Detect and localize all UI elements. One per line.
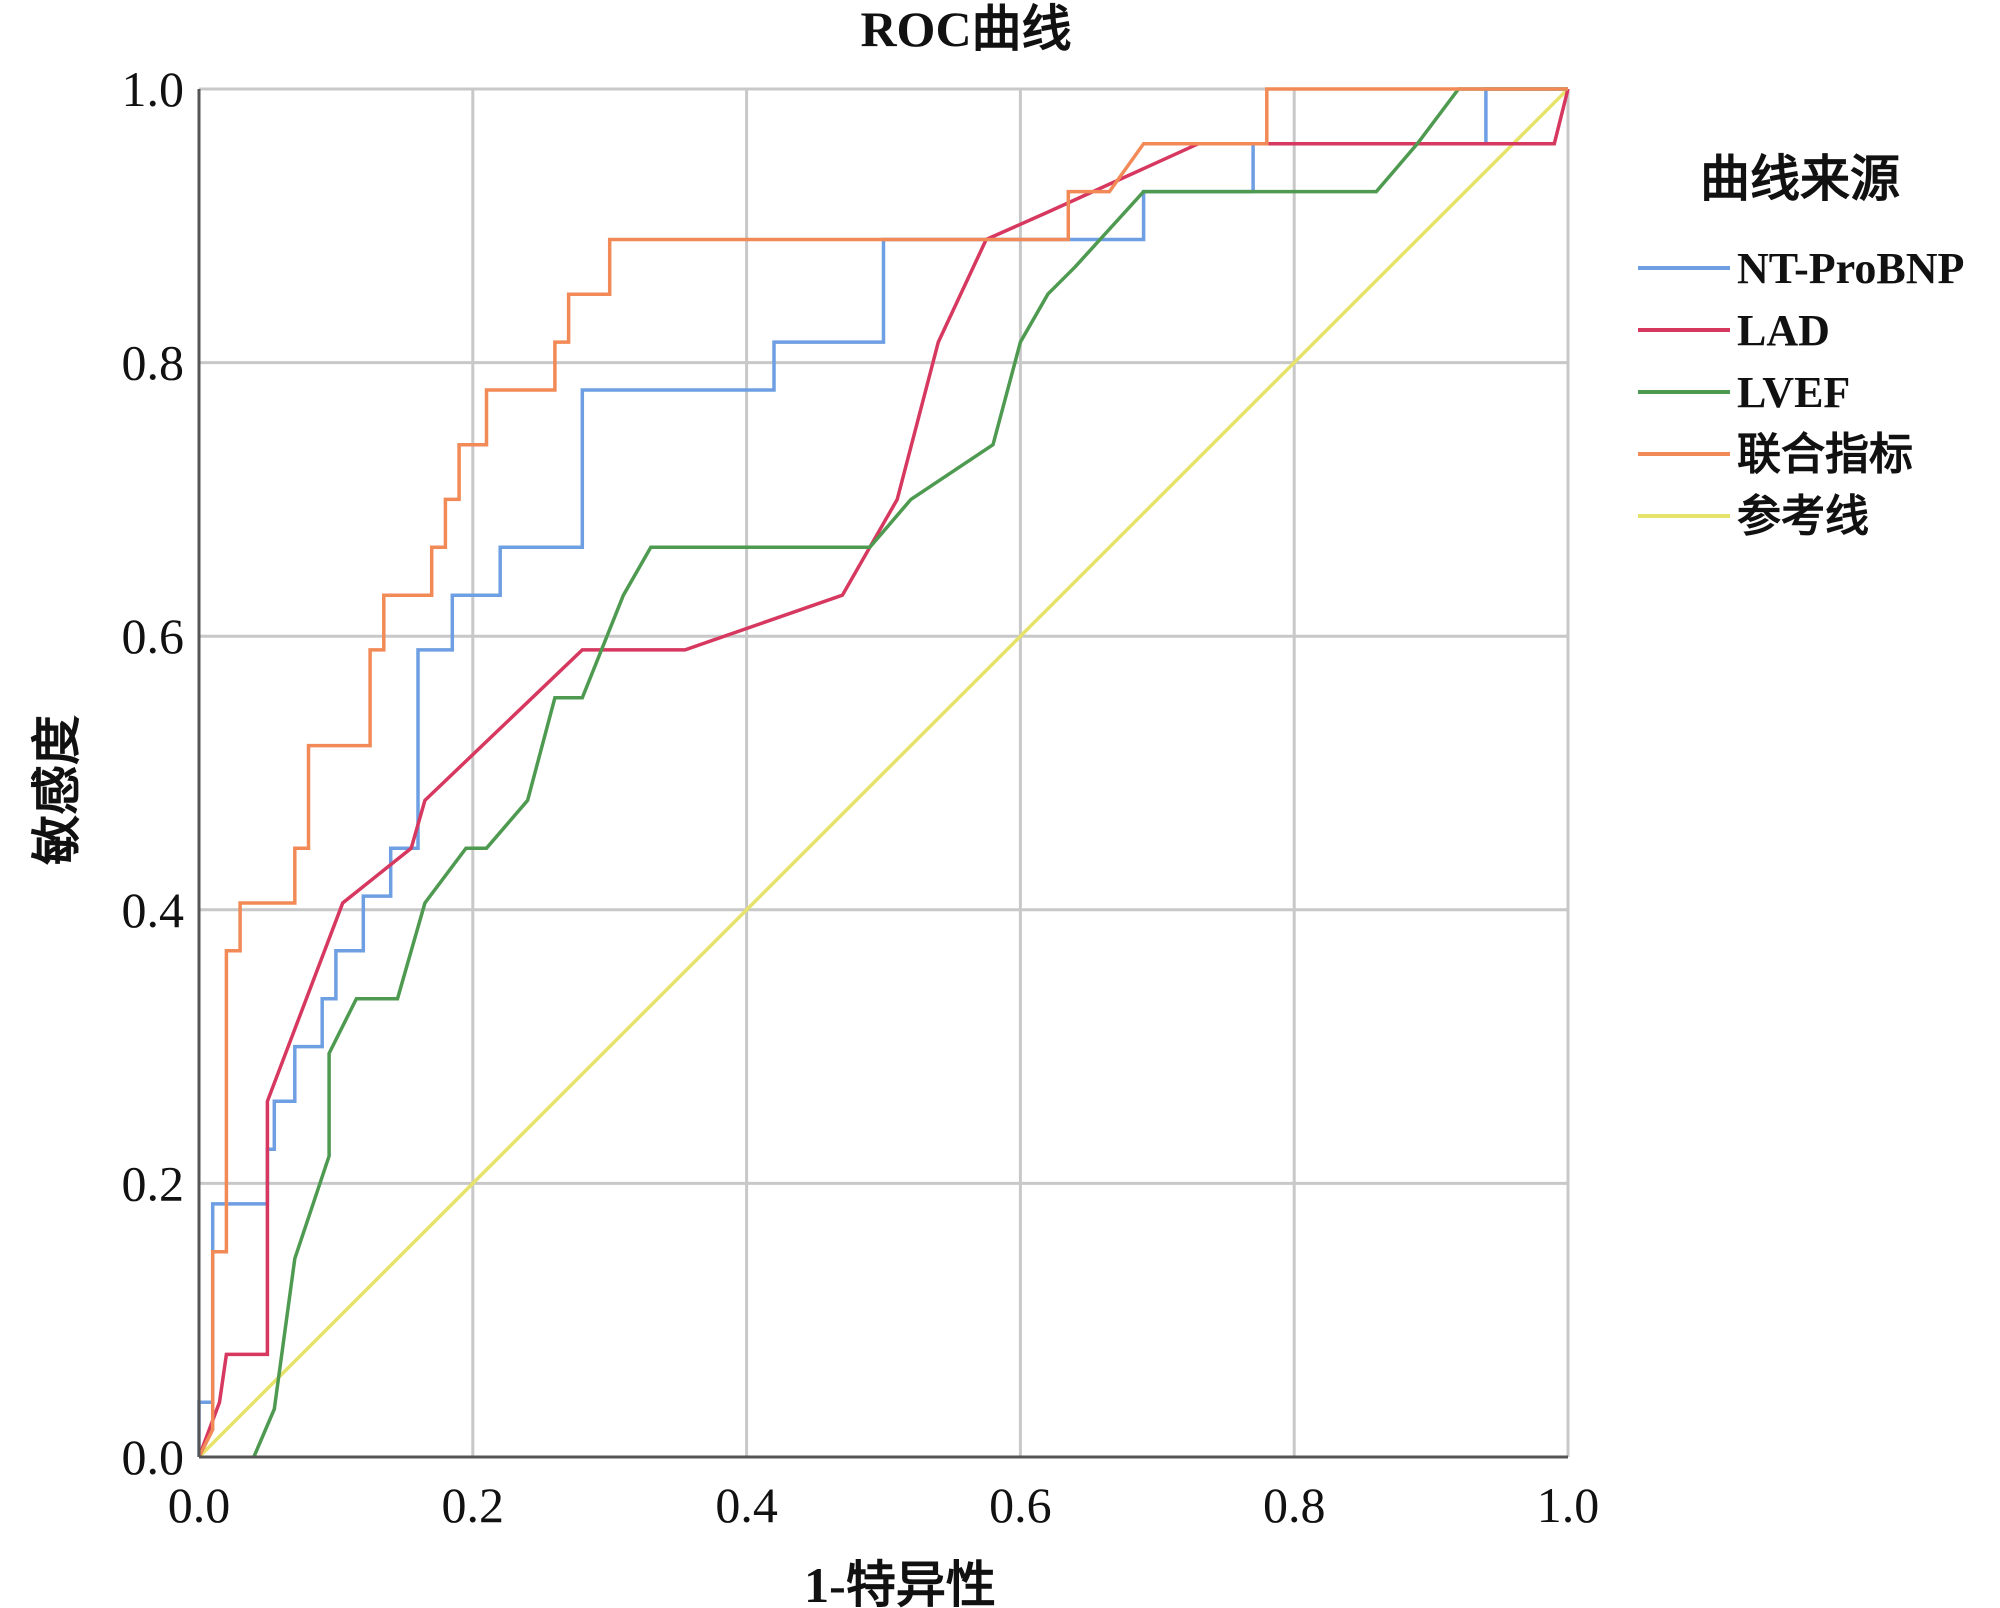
x-tick-label: 0.6 [989, 1477, 1052, 1533]
series-3-line [197, 87, 1568, 1458]
x-axis-label: 1-特异性 [804, 1557, 996, 1608]
legend-label: 联合指标 [1737, 430, 1913, 479]
x-tick-label: 0.8 [1263, 1477, 1326, 1533]
legend-label: 参考线 [1737, 492, 1869, 541]
y-tick-labels: 0.0 0.2 0.4 0.6 0.8 1.0 [122, 61, 185, 1485]
legend-title: 曲线来源 [1700, 151, 1900, 207]
grid-lines [197, 87, 1570, 1459]
legend-label: LVEF [1737, 368, 1850, 417]
series-2-line [252, 87, 1568, 1458]
chart-title: ROC曲线 [860, 1, 1071, 57]
x-tick-label: 0.4 [715, 1477, 778, 1533]
series-lines [197, 87, 1570, 1459]
y-tick-label: 0.2 [122, 1155, 185, 1211]
y-axis-label: 敏感度 [29, 715, 85, 865]
y-tick-label: 0.6 [122, 608, 185, 664]
y-tick-label: 0.0 [122, 1429, 185, 1485]
y-tick-label: 1.0 [122, 61, 185, 117]
x-tick-label: 0.2 [442, 1477, 505, 1533]
legend-label: LAD [1737, 306, 1830, 355]
x-tick-label: 1.0 [1537, 1477, 1600, 1533]
series-0-line [197, 87, 1568, 1457]
y-tick-label: 0.8 [122, 335, 185, 391]
series-4-line [197, 87, 1570, 1459]
x-tick-labels: 0.0 0.2 0.4 0.6 0.8 1.0 [168, 1477, 1600, 1533]
x-tick-label: 0.0 [168, 1477, 231, 1533]
y-tick-label: 0.4 [122, 882, 185, 938]
series-1-line [197, 88, 1570, 1458]
legend-label: NT-ProBNP [1737, 244, 1964, 293]
axes [197, 89, 1568, 1459]
